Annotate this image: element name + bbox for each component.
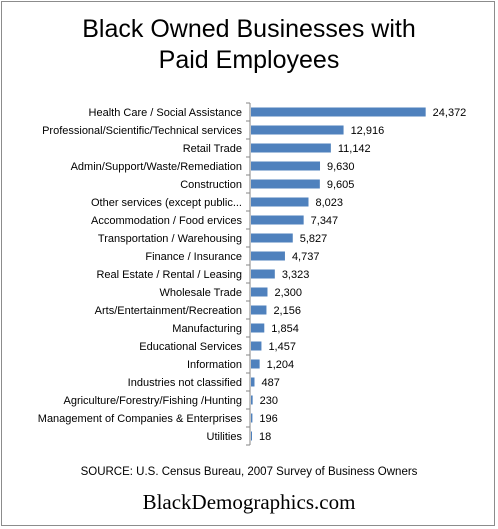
data-label: 8,023: [315, 197, 343, 209]
bar: [251, 161, 321, 171]
data-label: 1,204: [267, 359, 295, 371]
category-label: Retail Trade: [183, 143, 242, 155]
data-label: 9,605: [327, 179, 355, 191]
data-label: 4,737: [292, 251, 320, 263]
bar: [251, 233, 293, 243]
category-label: Transportation / Warehousing: [98, 233, 242, 245]
data-label: 5,827: [300, 233, 328, 245]
source-note: SOURCE: U.S. Census Bureau, 2007 Survey …: [80, 466, 418, 478]
bar: [251, 197, 309, 207]
category-label: Admin/Support/Waste/Remediation: [71, 161, 242, 173]
bar: [251, 179, 320, 189]
data-label: 2,300: [274, 287, 302, 299]
data-label: 1,854: [271, 323, 299, 335]
category-label: Management of Companies & Enterprises: [38, 413, 243, 425]
bar: [251, 395, 253, 405]
data-label: 9,630: [327, 161, 355, 173]
bar: [251, 251, 285, 261]
data-label: 487: [261, 377, 279, 389]
bar: [251, 143, 331, 153]
chart-title-line-2: Paid Employees: [158, 46, 340, 74]
bar: [251, 215, 304, 225]
data-label: 12,916: [351, 125, 385, 137]
data-label: 7,347: [311, 215, 339, 227]
data-label: 18: [259, 431, 271, 443]
category-label: Real Estate / Rental / Leasing: [96, 269, 242, 281]
bar: [251, 413, 253, 423]
bar: [251, 269, 275, 279]
category-label: Utilities: [207, 431, 243, 443]
category-label: Construction: [180, 179, 242, 191]
bar: [251, 125, 344, 135]
category-label: Manufacturing: [172, 323, 242, 335]
chart-title-line-1: Black Owned Businesses with: [82, 15, 416, 43]
category-label: Health Care / Social Assistance: [89, 107, 242, 119]
category-label: Wholesale Trade: [159, 287, 242, 299]
bar: [251, 359, 260, 369]
bar: [251, 287, 268, 297]
category-label: Arts/Entertainment/Recreation: [95, 305, 242, 317]
site-name: BlackDemographics.com: [142, 490, 356, 514]
bar: [251, 107, 426, 117]
category-label: Other services (except public...: [91, 197, 242, 209]
bar: [251, 305, 267, 315]
category-label: Professional/Scientific/Technical servic…: [42, 125, 242, 137]
category-label: Finance / Insurance: [145, 251, 242, 263]
data-label: 2,156: [273, 305, 301, 317]
bar: [251, 341, 262, 351]
data-label: 1,457: [268, 341, 296, 353]
bar-chart: Health Care / Social Assistance 24,372 Pro…: [38, 102, 467, 446]
bar: [251, 323, 265, 333]
data-label: 11,142: [338, 143, 371, 155]
bar: [251, 431, 252, 441]
category-label: Agriculture/Forestry/Fishing /Hunting: [63, 395, 242, 407]
category-label: Accommodation / Food ervices: [91, 215, 243, 227]
chart-title: Black Owned Businesses with Paid Employe…: [2, 14, 496, 76]
category-label: Information: [187, 359, 242, 371]
data-label: 230: [260, 395, 278, 407]
category-label: Industries not classified: [128, 377, 242, 389]
data-label: 3,323: [282, 269, 310, 281]
data-label: 196: [259, 413, 277, 425]
bar: [251, 377, 255, 387]
data-label: 24,372: [433, 107, 467, 119]
category-label: Educational Services: [139, 341, 242, 353]
